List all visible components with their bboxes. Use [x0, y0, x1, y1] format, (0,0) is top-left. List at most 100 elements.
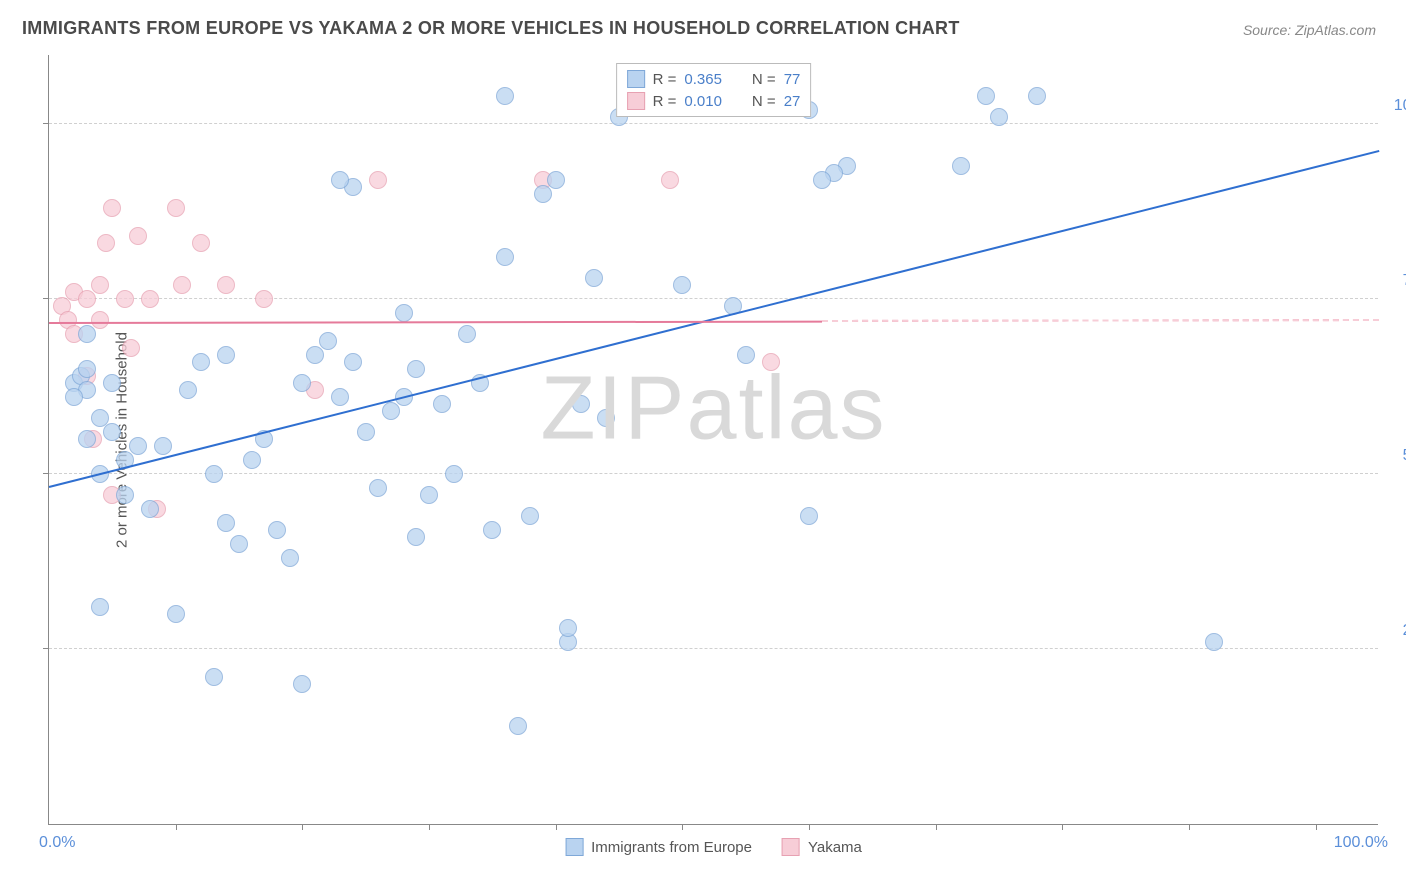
- y-tick: [43, 123, 49, 124]
- legend-item-blue: Immigrants from Europe: [565, 838, 752, 856]
- pink-point: [255, 290, 273, 308]
- blue-point: [116, 486, 134, 504]
- x-tick: [429, 824, 430, 830]
- blue-point: [407, 528, 425, 546]
- blue-point: [509, 717, 527, 735]
- n-label: N =: [752, 93, 776, 110]
- blue-point: [483, 521, 501, 539]
- blue-point: [559, 619, 577, 637]
- legend-swatch-pink: [627, 92, 645, 110]
- r-label: R =: [653, 71, 677, 88]
- x-tick: [302, 824, 303, 830]
- x-tick: [176, 824, 177, 830]
- watermark-part2: atlas: [686, 358, 886, 458]
- y-tick-label: 100.0%: [1388, 97, 1406, 115]
- blue-point: [78, 360, 96, 378]
- x-tick: [1062, 824, 1063, 830]
- r-value-pink: 0.010: [684, 93, 722, 110]
- blue-point: [420, 486, 438, 504]
- pink-point: [369, 171, 387, 189]
- gridline: [49, 648, 1378, 649]
- blue-point: [217, 346, 235, 364]
- series-legend: Immigrants from Europe Yakama: [565, 838, 862, 856]
- y-tick: [43, 298, 49, 299]
- pink-point: [192, 234, 210, 252]
- blue-point: [547, 171, 565, 189]
- x-axis-max-label: 100.0%: [1334, 834, 1388, 852]
- blue-point: [103, 423, 121, 441]
- chart-title: IMMIGRANTS FROM EUROPE VS YAKAMA 2 OR MO…: [22, 18, 960, 39]
- gridline: [49, 298, 1378, 299]
- blue-point: [192, 353, 210, 371]
- blue-point: [205, 465, 223, 483]
- pink-point: [97, 234, 115, 252]
- blue-point: [1028, 87, 1046, 105]
- pink-point: [78, 290, 96, 308]
- blue-point: [65, 388, 83, 406]
- x-tick: [556, 824, 557, 830]
- y-tick-label: 25.0%: [1388, 622, 1406, 640]
- blue-point: [129, 437, 147, 455]
- legend-label-pink: Yakama: [808, 839, 862, 856]
- blue-point: [243, 451, 261, 469]
- source-value: ZipAtlas.com: [1295, 22, 1376, 38]
- gridline: [49, 123, 1378, 124]
- blue-point: [800, 507, 818, 525]
- blue-point: [91, 598, 109, 616]
- correlation-legend: R = 0.365 N = 77 R = 0.010 N = 27: [616, 63, 812, 117]
- blue-point: [407, 360, 425, 378]
- legend-row-pink: R = 0.010 N = 27: [627, 90, 801, 112]
- legend-label-blue: Immigrants from Europe: [591, 839, 752, 856]
- blue-point: [737, 346, 755, 364]
- blue-point: [534, 185, 552, 203]
- n-value-blue: 77: [784, 71, 801, 88]
- n-label: N =: [752, 71, 776, 88]
- pink-point: [122, 339, 140, 357]
- x-axis-min-label: 0.0%: [39, 834, 75, 852]
- blue-point: [331, 388, 349, 406]
- legend-swatch-blue: [565, 838, 583, 856]
- legend-item-pink: Yakama: [782, 838, 862, 856]
- gridline: [49, 473, 1378, 474]
- pink-point: [103, 199, 121, 217]
- pink-point: [762, 353, 780, 371]
- watermark: ZIPatlas: [540, 357, 886, 460]
- blue-point: [952, 157, 970, 175]
- blue-point: [344, 353, 362, 371]
- y-tick-label: 75.0%: [1388, 272, 1406, 290]
- pink-point: [167, 199, 185, 217]
- x-tick: [1316, 824, 1317, 830]
- pink-trendline: [49, 320, 822, 323]
- blue-point: [521, 507, 539, 525]
- pink-point: [129, 227, 147, 245]
- pink-point: [116, 290, 134, 308]
- blue-point: [268, 521, 286, 539]
- blue-point: [990, 108, 1008, 126]
- blue-point: [293, 374, 311, 392]
- blue-point: [597, 409, 615, 427]
- legend-row-blue: R = 0.365 N = 77: [627, 68, 801, 90]
- pink-point: [141, 290, 159, 308]
- blue-point: [319, 332, 337, 350]
- y-tick-label: 50.0%: [1388, 447, 1406, 465]
- blue-point: [205, 668, 223, 686]
- legend-swatch-blue: [627, 70, 645, 88]
- plot-area: ZIPatlas 2 or more Vehicles in Household…: [48, 55, 1378, 825]
- source-label: Source:: [1243, 22, 1291, 38]
- blue-point: [445, 465, 463, 483]
- blue-point: [78, 430, 96, 448]
- blue-point: [141, 500, 159, 518]
- blue-point: [293, 675, 311, 693]
- blue-point: [331, 171, 349, 189]
- x-tick: [936, 824, 937, 830]
- x-tick: [1189, 824, 1190, 830]
- blue-point: [357, 423, 375, 441]
- source-attribution: Source: ZipAtlas.com: [1243, 22, 1376, 38]
- watermark-part1: ZIP: [540, 358, 686, 458]
- pink-point: [173, 276, 191, 294]
- blue-point: [167, 605, 185, 623]
- blue-point: [154, 437, 172, 455]
- y-tick: [43, 473, 49, 474]
- x-tick: [682, 824, 683, 830]
- blue-point: [813, 171, 831, 189]
